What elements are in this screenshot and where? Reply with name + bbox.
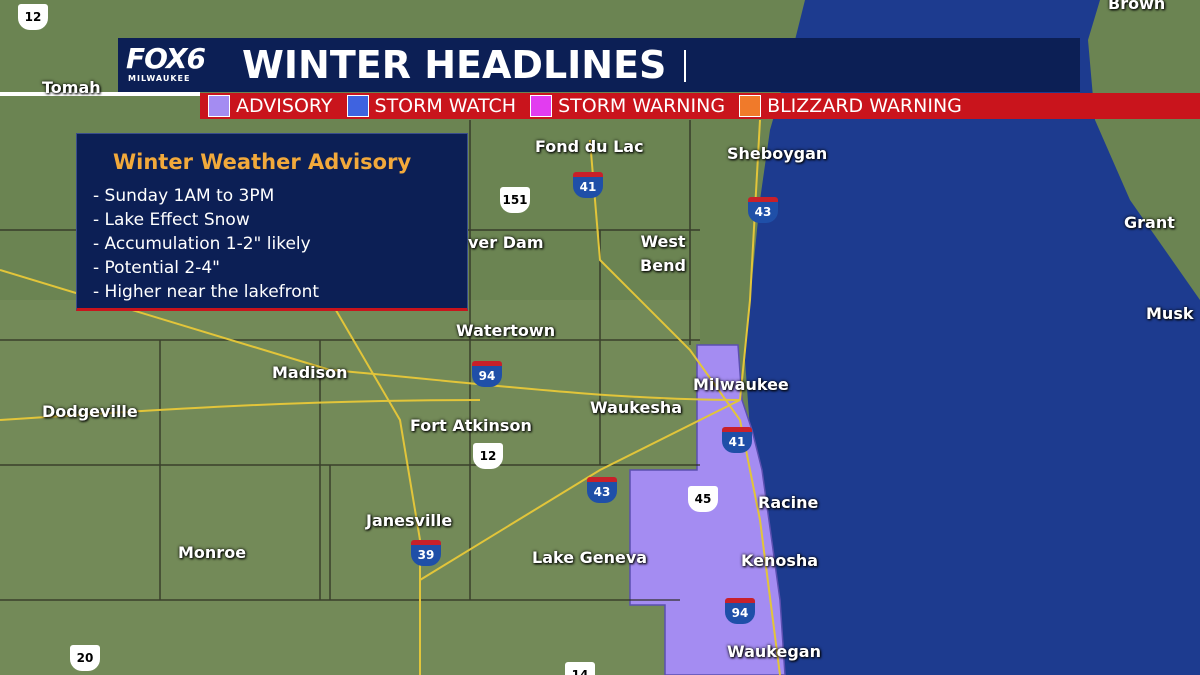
- city-label: Waukegan: [727, 642, 821, 661]
- city-label: Waukesha: [590, 398, 683, 417]
- city-label: Grant: [1124, 213, 1175, 232]
- separator: [684, 50, 686, 82]
- city-label: Kenosha: [741, 551, 819, 570]
- legend: ADVISORY STORM WATCH STORM WARNING BLIZZARD…: [200, 93, 1200, 119]
- city-label: Brown: [1108, 0, 1166, 13]
- city-label: Sheboygan: [727, 144, 828, 163]
- highway-shield: 94: [472, 361, 502, 387]
- legend-swatch: [208, 95, 230, 117]
- highway-shield: 14: [565, 662, 595, 675]
- city-label: Janesville: [366, 511, 453, 530]
- legend-item: BLIZZARD WARNING: [739, 95, 962, 117]
- city-label: Milwaukee: [693, 375, 789, 394]
- city-label: Racine: [758, 493, 819, 512]
- highway-shield: 45: [688, 486, 718, 512]
- legend-label: STORM WATCH: [374, 95, 517, 117]
- highway-shield: 12: [473, 443, 503, 469]
- legend-label: BLIZZARD WARNING: [767, 95, 962, 117]
- advisory-line: - Potential 2-4": [93, 258, 221, 278]
- city-label: ver Dam: [468, 233, 544, 252]
- city-label: Madison: [272, 363, 348, 382]
- legend-swatch: [346, 95, 369, 117]
- highway-shield: 151: [500, 187, 530, 213]
- legend-label: ADVISORY: [236, 95, 333, 117]
- advisory-line: - Higher near the lakefront: [93, 282, 320, 302]
- legend-item: STORM WARNING: [530, 95, 725, 117]
- header-bar: FOX6 MILWAUKEE WINTER HEADLINES: [118, 38, 1080, 92]
- city-label: Lake Geneva: [532, 548, 648, 567]
- highway-shield: 43: [587, 477, 617, 503]
- legend-swatch: [739, 95, 762, 117]
- city-label: Fort Atkinson: [410, 416, 532, 435]
- highway-shield: 39: [411, 540, 441, 566]
- city-label: Musk: [1146, 304, 1194, 323]
- highway-shield: 43: [748, 197, 778, 223]
- legend-item: STORM WATCH: [346, 95, 517, 117]
- highway-shield: 41: [722, 427, 752, 453]
- city-label: Fond du Lac: [535, 137, 644, 156]
- title: WINTER HEADLINES: [242, 43, 667, 87]
- city-label: Monroe: [178, 543, 247, 562]
- advisory-line: - Lake Effect Snow: [93, 210, 250, 230]
- highway-shield: 94: [725, 598, 755, 624]
- city-label: West Bend: [640, 232, 686, 275]
- legend-item: ADVISORY: [208, 95, 333, 117]
- city-label: Dodgeville: [42, 402, 138, 421]
- city-label: Tomah: [42, 78, 101, 97]
- legend-label: STORM WARNING: [558, 95, 726, 117]
- advisory-line: - Sunday 1AM to 3PM: [93, 186, 275, 206]
- highway-shield: 12: [18, 4, 48, 30]
- highway-shield: 20: [70, 645, 100, 671]
- logo: FOX6: [126, 42, 206, 75]
- city-label: Watertown: [456, 321, 556, 340]
- advisory-box: Winter Weather Advisory - Sunday 1AM to …: [76, 133, 468, 311]
- legend-swatch: [530, 95, 553, 117]
- logo-subtitle: MILWAUKEE: [128, 74, 191, 83]
- highway-shield: 41: [573, 172, 603, 198]
- advisory-title: Winter Weather Advisory: [113, 150, 412, 174]
- advisory-line: - Accumulation 1-2" likely: [93, 234, 311, 254]
- white-strip: [0, 92, 200, 96]
